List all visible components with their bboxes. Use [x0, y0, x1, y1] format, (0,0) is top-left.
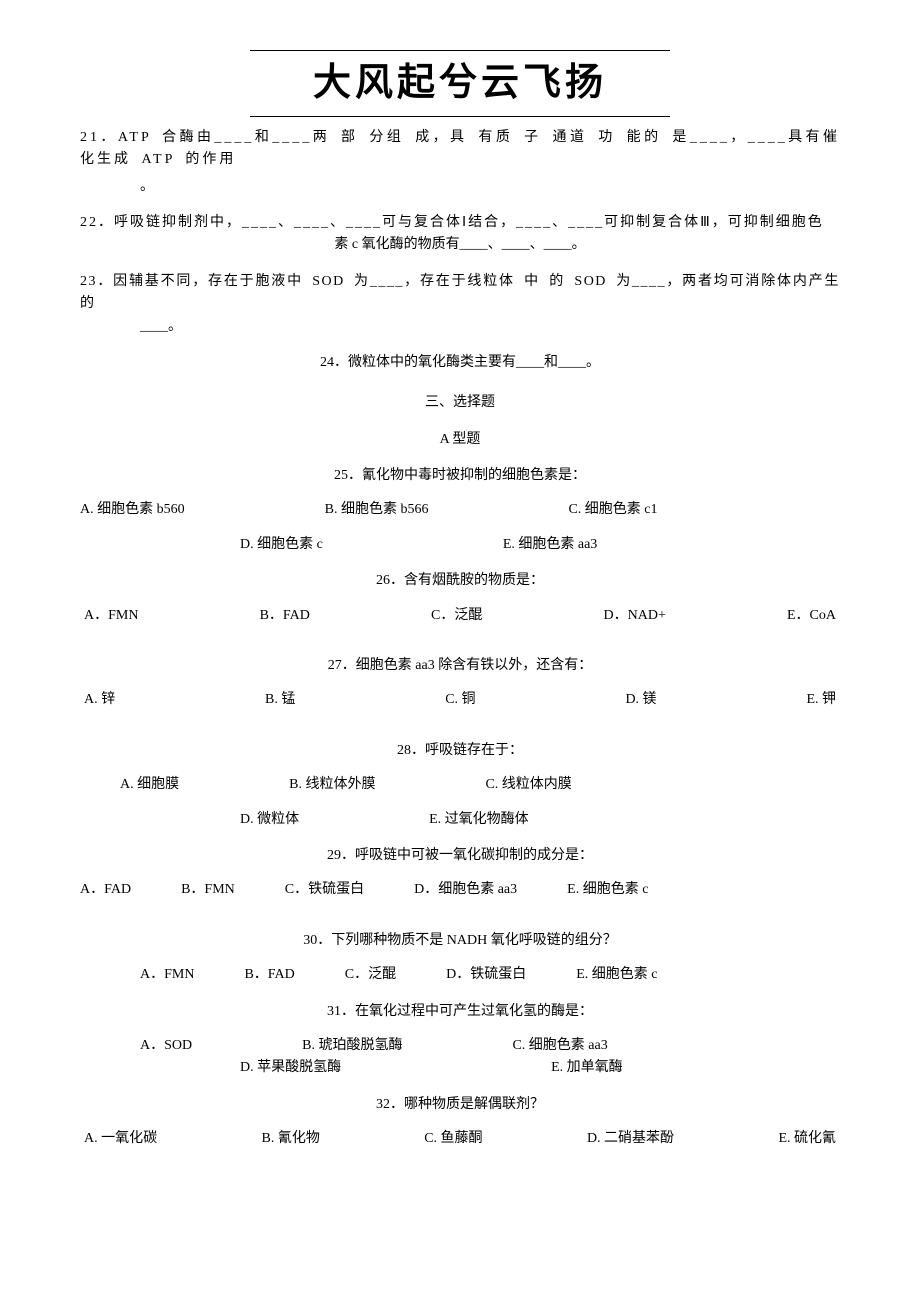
q30-d: D．铁硫蛋白: [446, 964, 526, 986]
q32-options: A. 一氧化碳 B. 氰化物 C. 鱼藤酮 D. 二硝基苯酚 E. 硫化氰: [80, 1128, 840, 1150]
q22-text: 22．呼吸链抑制剂中，____、____、____可与复合体Ⅰ结合，____、_…: [80, 212, 840, 234]
q32-d: D. 二硝基苯酚: [587, 1128, 674, 1150]
q31-header: 31．在氧化过程中可产生过氧化氢的酶是：: [80, 1001, 840, 1023]
q31-options-1: A．SOD B. 琥珀酸脱氢酶 C. 细胞色素 aa3: [80, 1035, 840, 1057]
q27-d: D. 镁: [625, 689, 656, 711]
question-23: 23．因辅基不同，存在于胞液中 SOD 为____，存在于线粒体 中 的 SOD…: [80, 271, 840, 338]
q23-text: 23．因辅基不同，存在于胞液中 SOD 为____，存在于线粒体 中 的 SOD…: [80, 271, 840, 316]
q27-header: 27．细胞色素 aa3 除含有铁以外，还含有：: [80, 655, 840, 677]
q28-header: 28．呼吸链存在于：: [80, 740, 840, 762]
q26-options: A．FMN B．FAD C．泛醌 D．NAD+ E．CoA: [80, 605, 840, 627]
q25-d: D. 细胞色素 c: [240, 534, 323, 556]
q26-c: C．泛醌: [431, 605, 482, 627]
q27-options: A. 锌 B. 锰 C. 铜 D. 镁 E. 钾: [80, 689, 840, 711]
q21-text: 21．ATP 合酶由____和____两 部 分组 成，具 有质 子 通道 功 …: [80, 127, 840, 172]
q27-e: E. 钾: [806, 689, 836, 711]
q32-a: A. 一氧化碳: [84, 1128, 157, 1150]
section-3-header: 三、选择题: [80, 392, 840, 414]
type-a-header: A 型题: [80, 429, 840, 451]
q32-b: B. 氰化物: [262, 1128, 320, 1150]
q29-header: 29．呼吸链中可被一氧化碳抑制的成分是：: [80, 845, 840, 867]
q31-d: D. 苹果酸脱氢酶: [240, 1057, 341, 1079]
q31-options-2: D. 苹果酸脱氢酶 E. 加单氧酶: [80, 1057, 840, 1079]
q25-b: B. 细胞色素 b566: [325, 499, 429, 521]
q32-c: C. 鱼藤酮: [424, 1128, 482, 1150]
q26-d: D．NAD+: [604, 605, 666, 627]
q27-b: B. 锰: [265, 689, 295, 711]
question-21: 21．ATP 合酶由____和____两 部 分组 成，具 有质 子 通道 功 …: [80, 127, 840, 198]
page-banner: 大风起兮云飞扬: [250, 53, 670, 117]
q31-b: B. 琥珀酸脱氢酶: [302, 1035, 402, 1057]
q29-c: C．铁硫蛋白: [285, 879, 364, 901]
q25-options-1: A. 细胞色素 b560 B. 细胞色素 b566 C. 细胞色素 c1: [80, 499, 840, 521]
q29-a: A．FAD: [80, 879, 131, 901]
q28-d: D. 微粒体: [240, 809, 299, 831]
q23-cont: ____。: [80, 316, 840, 338]
q28-a: A. 细胞膜: [120, 774, 179, 796]
header-rule-top: [250, 50, 670, 51]
q25-a: A. 细胞色素 b560: [80, 499, 185, 521]
q32-e: E. 硫化氰: [778, 1128, 836, 1150]
q26-b: B．FAD: [260, 605, 310, 627]
q22-cont: 素 c 氧化酶的物质有____、____、____。: [80, 234, 840, 256]
q32-header: 32．哪种物质是解偶联剂？: [80, 1094, 840, 1116]
q31-a: A．SOD: [140, 1035, 192, 1057]
q26-e: E．CoA: [787, 605, 836, 627]
q27-c: C. 铜: [445, 689, 475, 711]
q21-cont: 。: [80, 176, 840, 198]
q27-a: A. 锌: [84, 689, 115, 711]
q30-header: 30．下列哪种物质不是 NADH 氧化呼吸链的组分？: [80, 930, 840, 952]
q28-options-1: A. 细胞膜 B. 线粒体外膜 C. 线粒体内膜: [80, 774, 840, 796]
q30-a: A．FMN: [140, 964, 194, 986]
q28-b: B. 线粒体外膜: [289, 774, 375, 796]
question-22: 22．呼吸链抑制剂中，____、____、____可与复合体Ⅰ结合，____、_…: [80, 212, 840, 257]
q28-c: C. 线粒体内膜: [485, 774, 571, 796]
q30-e: E. 细胞色素 c: [576, 964, 657, 986]
q29-e: E. 细胞色素 c: [567, 879, 648, 901]
q30-options: A．FMN B．FAD C．泛醌 D．铁硫蛋白 E. 细胞色素 c: [80, 964, 840, 986]
q25-options-2: D. 细胞色素 c E. 细胞色素 aa3: [80, 534, 840, 556]
q25-c: C. 细胞色素 c1: [568, 499, 657, 521]
q26-a: A．FMN: [84, 605, 138, 627]
q29-options: A．FAD B．FMN C．铁硫蛋白 D．细胞色素 aa3 E. 细胞色素 c: [80, 879, 840, 901]
q25-e: E. 细胞色素 aa3: [503, 534, 597, 556]
q28-options-2: D. 微粒体 E. 过氧化物酶体: [80, 809, 840, 831]
q29-b: B．FMN: [181, 879, 235, 901]
q30-c: C．泛醌: [345, 964, 396, 986]
q30-b: B．FAD: [244, 964, 294, 986]
q31-e: E. 加单氧酶: [551, 1057, 623, 1079]
q26-header: 26．含有烟酰胺的物质是：: [80, 570, 840, 592]
q31-c: C. 细胞色素 aa3: [512, 1035, 607, 1057]
question-24: 24．微粒体中的氧化酶类主要有____和____。: [80, 352, 840, 374]
q25-header: 25．氰化物中毒时被抑制的细胞色素是：: [80, 465, 840, 487]
q28-e: E. 过氧化物酶体: [429, 809, 529, 831]
q29-d: D．细胞色素 aa3: [414, 879, 517, 901]
